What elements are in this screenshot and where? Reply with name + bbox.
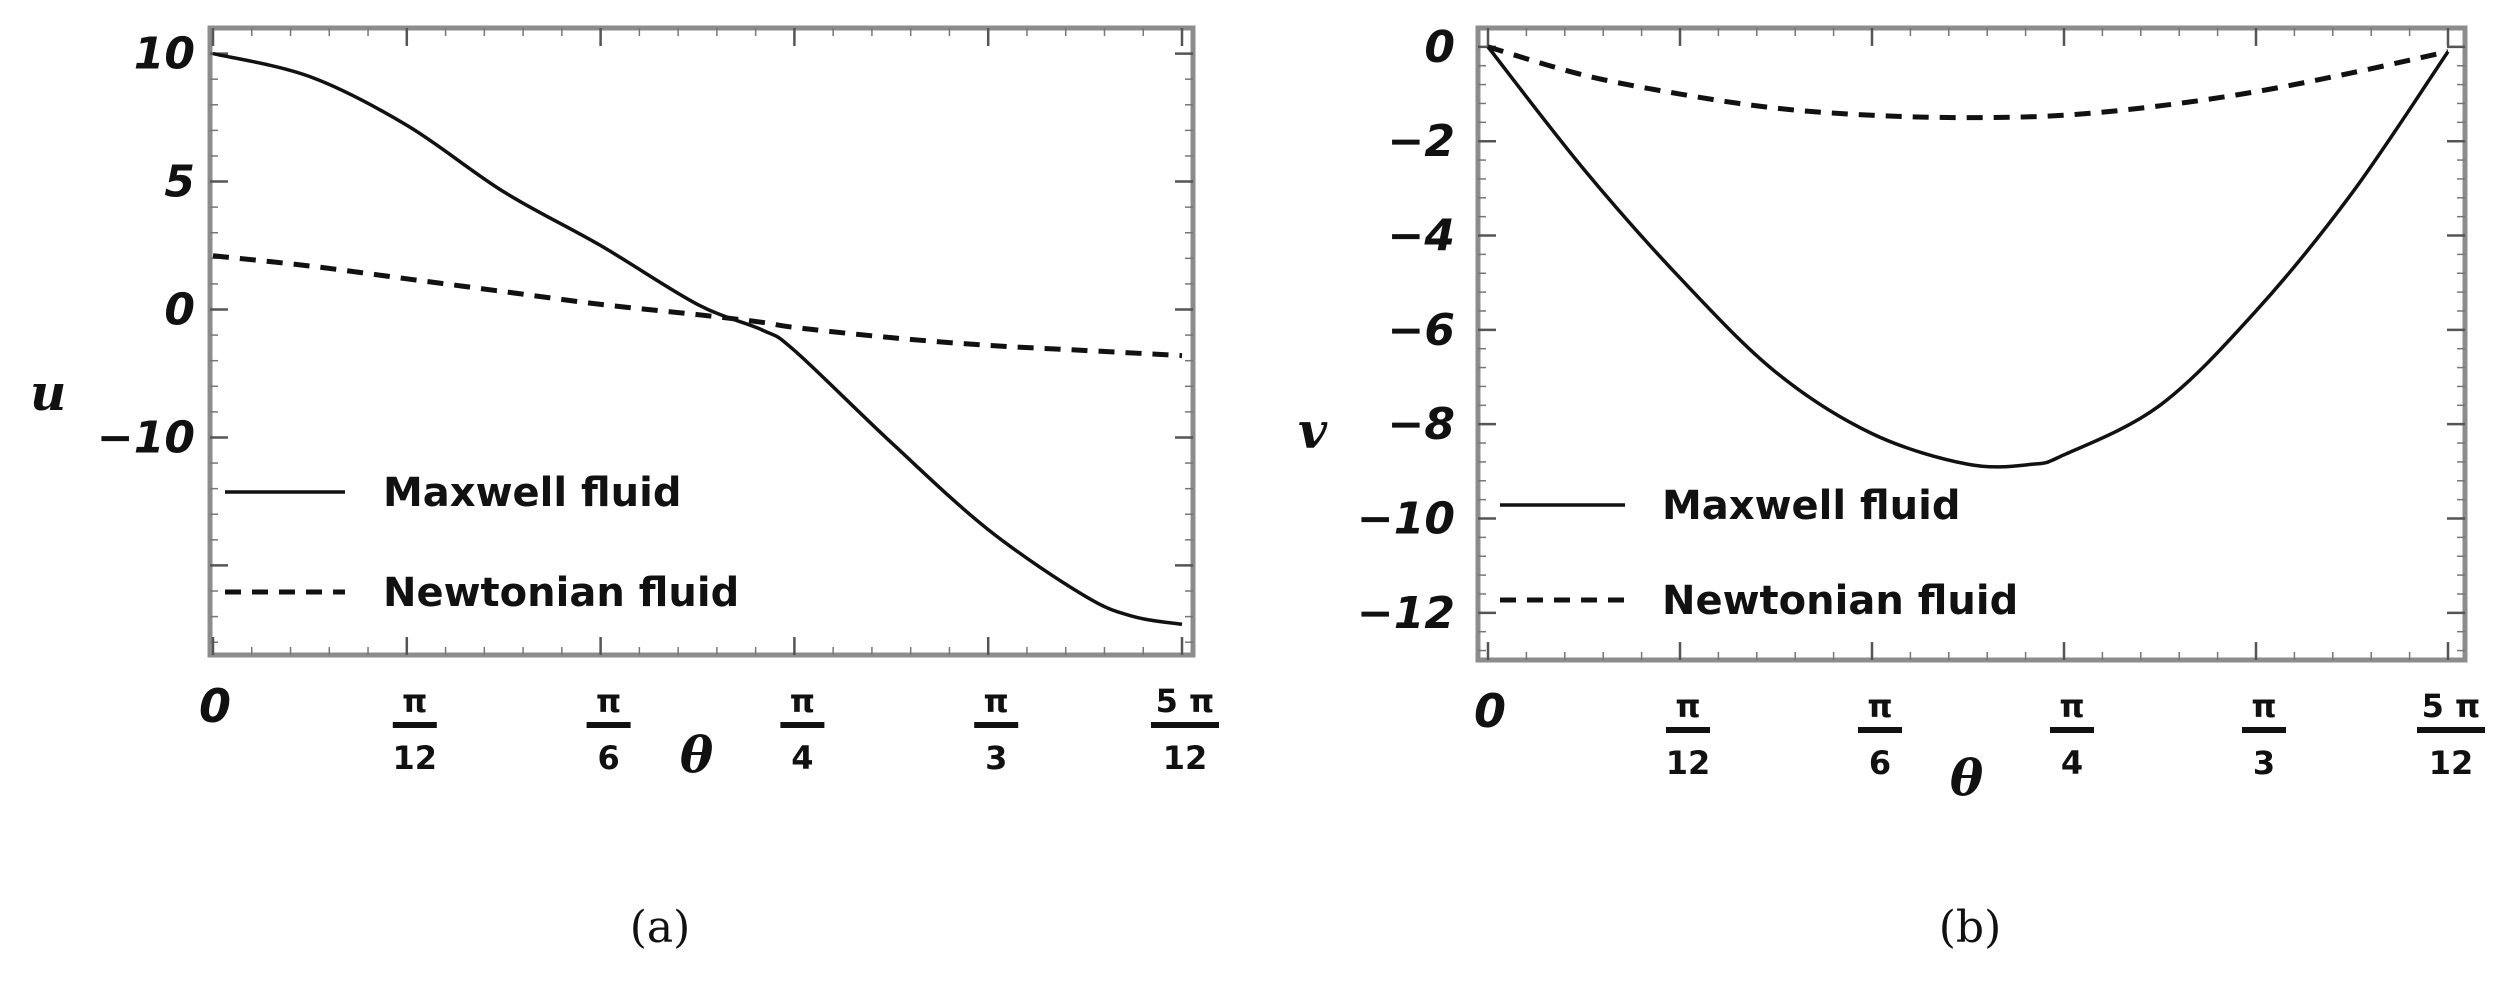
x-tick-denominator: 12: [1163, 739, 1208, 777]
legend-label: Newtonian fluid: [383, 570, 739, 616]
y-axis-label: v: [1298, 401, 1328, 460]
x-tick-label: 0: [199, 679, 231, 733]
y-tick-label: −12: [1357, 588, 1455, 639]
x-axis-label: θ: [1950, 748, 1984, 807]
panel-caption: (b): [1939, 902, 2002, 953]
y-tick-label: −10: [97, 412, 195, 463]
x-tick-denominator: 3: [2253, 744, 2275, 782]
legend-label: Maxwell fluid: [383, 470, 682, 516]
x-tick-numerator: π: [2251, 687, 2276, 725]
x-tick-denominator: 4: [791, 739, 813, 777]
x-tick-label: 0: [1474, 684, 1506, 738]
x-axis-label: θ: [680, 725, 714, 784]
plot-frame: [1475, 25, 2468, 663]
y-tick-label: 10: [134, 29, 195, 80]
x-tick-numerator: π: [596, 682, 621, 720]
chart-panel-a: 10 5 0 −10 0 π 12 π 6 π 4 π 3 5 π 12 u θ Maxwell fluid New…: [30, 25, 1219, 953]
x-tick-numerator: π: [2059, 687, 2084, 725]
series-line-newtonian: [212, 253, 1183, 359]
y-tick-label: 5: [164, 157, 195, 208]
y-axis-label: u: [30, 363, 66, 422]
x-tick-numerator: π: [1867, 687, 1892, 725]
y-tick-label: 0: [164, 285, 195, 336]
x-tick-denominator: 12: [1666, 744, 1711, 782]
legend-label: Maxwell fluid: [1662, 483, 1961, 529]
x-tick-numerator: 5 π: [2422, 687, 2481, 725]
x-tick-numerator: π: [790, 682, 815, 720]
series-line-newtonian: [1487, 44, 2449, 121]
y-tick-label: 0: [1424, 22, 1455, 73]
y-tick-label: −6: [1388, 305, 1455, 356]
x-tick-denominator: 4: [2061, 744, 2083, 782]
y-tick-label: −10: [1357, 494, 1455, 545]
y-tick-label: −8: [1388, 399, 1455, 450]
x-tick-denominator: 12: [2429, 744, 2474, 782]
x-tick-denominator: 12: [393, 739, 438, 777]
y-tick-label: −4: [1388, 211, 1455, 262]
x-tick-denominator: 3: [985, 739, 1007, 777]
panel-caption: (a): [630, 902, 691, 953]
x-tick-numerator: π: [402, 682, 427, 720]
x-tick-numerator: 5 π: [1156, 682, 1215, 720]
chart-panel-b: 0 −2 −4 −6 −8 −10 −12 0 π 12 π 6 π 4 π 3 5 π 12 v θ Maxwell …: [1298, 22, 2485, 953]
series-line-maxwell: [212, 51, 1183, 627]
legend-label: Newtonian fluid: [1662, 578, 2018, 624]
x-tick-denominator: 6: [597, 739, 619, 777]
x-tick-numerator: π: [984, 682, 1009, 720]
x-tick-denominator: 6: [1869, 744, 1891, 782]
series-line-maxwell: [1486, 45, 2450, 469]
y-tick-label: −2: [1388, 116, 1455, 167]
plot-frame: [207, 25, 1196, 658]
x-tick-numerator: π: [1675, 687, 1700, 725]
